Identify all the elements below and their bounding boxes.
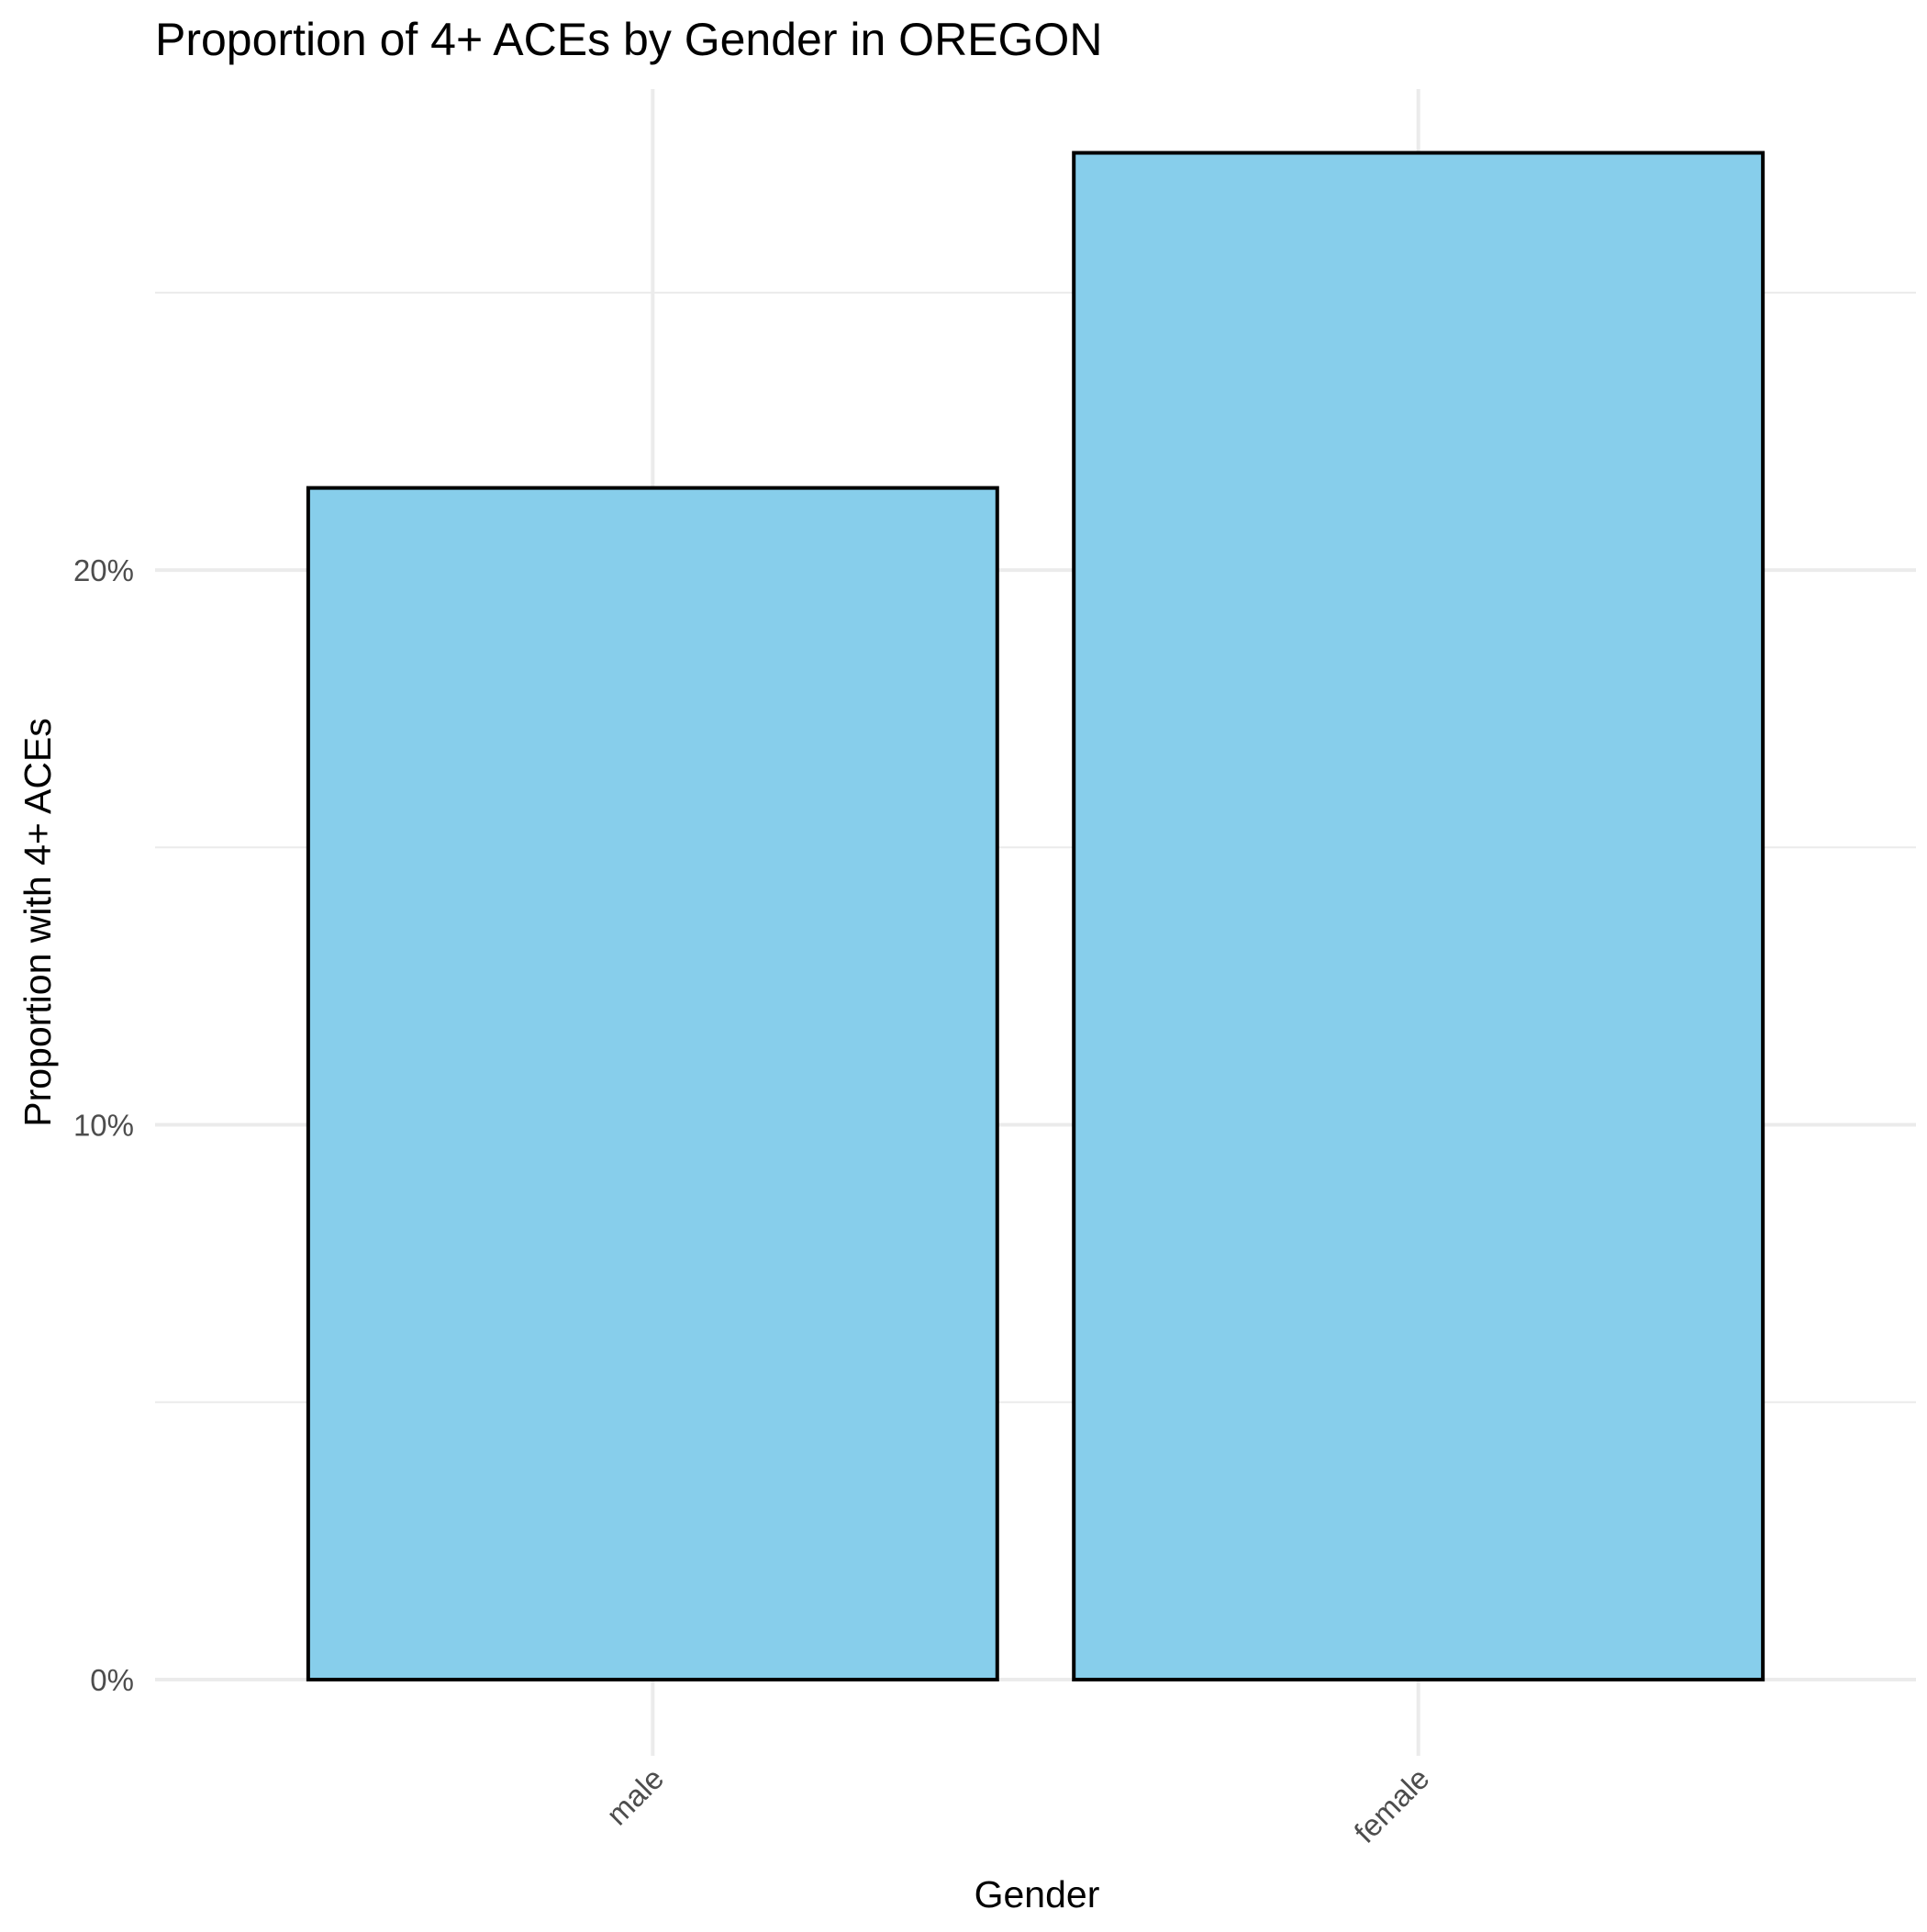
- bar-female: [1072, 151, 1765, 1681]
- y-tick-label: 10%: [73, 1109, 134, 1143]
- bars: [306, 151, 1765, 1682]
- chart-title: Proportion of 4+ ACEs by Gender in OREGO…: [155, 14, 1102, 65]
- y-axis-title: Proportion with 4+ ACEs: [17, 718, 59, 1127]
- bar-male: [306, 486, 999, 1682]
- x-axis-title: Gender: [975, 1873, 1100, 1915]
- y-tick-label: 20%: [73, 553, 134, 587]
- y-tick-label: 0%: [90, 1663, 134, 1697]
